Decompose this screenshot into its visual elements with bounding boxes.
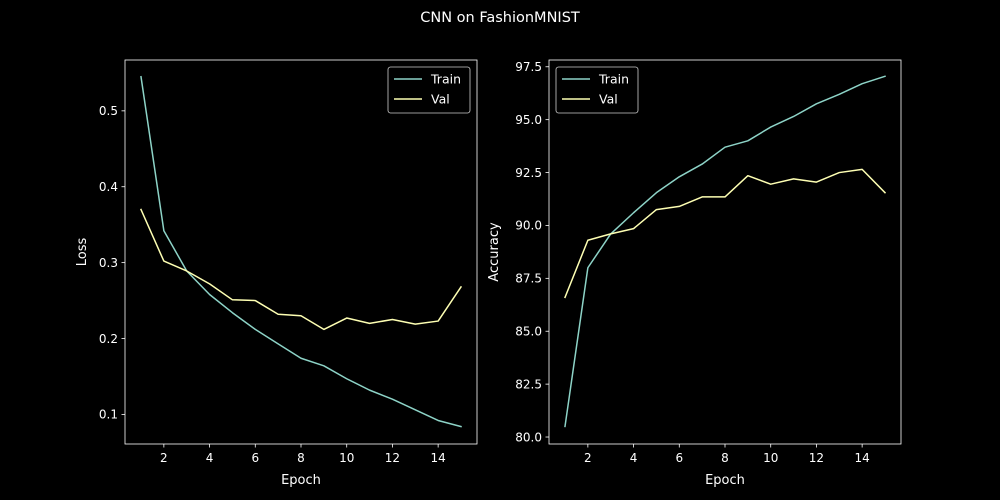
accuracy-y-tick-label: 87.5 — [515, 272, 542, 286]
loss-y-tick-label: 0.2 — [99, 332, 118, 346]
accuracy-y-tick-label: 85.0 — [515, 325, 542, 339]
loss-y-tick-label: 0.1 — [99, 408, 118, 422]
loss-x-tick-label: 2 — [160, 451, 168, 465]
plots: 2 4 6 8 10 12 14 0.1 0.2 0.3 0.4 0.5 Epoch Loss Train V… — [75, 59, 902, 488]
accuracy-y-tick-label: 82.5 — [515, 377, 542, 391]
loss-train-line — [140, 75, 462, 428]
accuracy-chart: 2 4 6 8 10 12 14 80.0 82.5 85.0 87.5 90.0 92.5 95.0 97… — [487, 59, 902, 488]
loss-x-tick-label: 6 — [251, 451, 259, 465]
accuracy-legend-label-train: Train — [598, 72, 629, 87]
loss-x-tick-label: 12 — [385, 451, 400, 465]
accuracy-y-tick-label: 90.0 — [515, 219, 542, 233]
accuracy-legend-label-val: Val — [599, 92, 618, 107]
accuracy-x-tick-label: 2 — [584, 451, 592, 465]
loss-y-tick-label: 0.4 — [99, 180, 118, 194]
loss-legend-label-train: Train — [430, 72, 461, 87]
loss-x-axis-label: Epoch — [281, 473, 321, 488]
accuracy-x-tick-label: 8 — [721, 451, 729, 465]
accuracy-y-axis-label: Accuracy — [487, 222, 502, 282]
accuracy-y-tick-label: 97.5 — [515, 60, 542, 74]
accuracy-x-tick-label: 14 — [855, 451, 870, 465]
figure-title: CNN on FashionMNIST — [420, 10, 580, 26]
loss-y-tick-label: 0.5 — [99, 104, 118, 118]
loss-legend-label-val: Val — [431, 92, 450, 107]
loss-x-tick-label: 14 — [431, 451, 446, 465]
loss-x-tick-label: 8 — [297, 451, 305, 465]
accuracy-train-line — [564, 75, 886, 428]
loss-legend: Train Val — [387, 66, 471, 114]
accuracy-x-tick-label: 12 — [809, 451, 824, 465]
loss-val-line — [140, 208, 463, 331]
accuracy-y-tick-label: 92.5 — [515, 166, 542, 180]
accuracy-x-tick-label: 10 — [763, 451, 778, 465]
accuracy-legend: Train Val — [555, 66, 639, 114]
accuracy-y-tick-label: 80.0 — [515, 430, 542, 444]
loss-chart: 2 4 6 8 10 12 14 0.1 0.2 0.3 0.4 0.5 Epoch Loss Train V… — [75, 59, 478, 488]
accuracy-x-axis-label: Epoch — [705, 473, 745, 488]
loss-y-axis-label: Loss — [75, 238, 90, 267]
accuracy-val-line — [564, 168, 887, 299]
loss-x-tick-label: 4 — [206, 451, 214, 465]
accuracy-y-tick-label: 95.0 — [515, 113, 542, 127]
accuracy-x-tick-label: 4 — [630, 451, 638, 465]
accuracy-x-tick-label: 6 — [675, 451, 683, 465]
loss-y-tick-label: 0.3 — [99, 256, 118, 270]
loss-x-tick-label: 10 — [339, 451, 354, 465]
